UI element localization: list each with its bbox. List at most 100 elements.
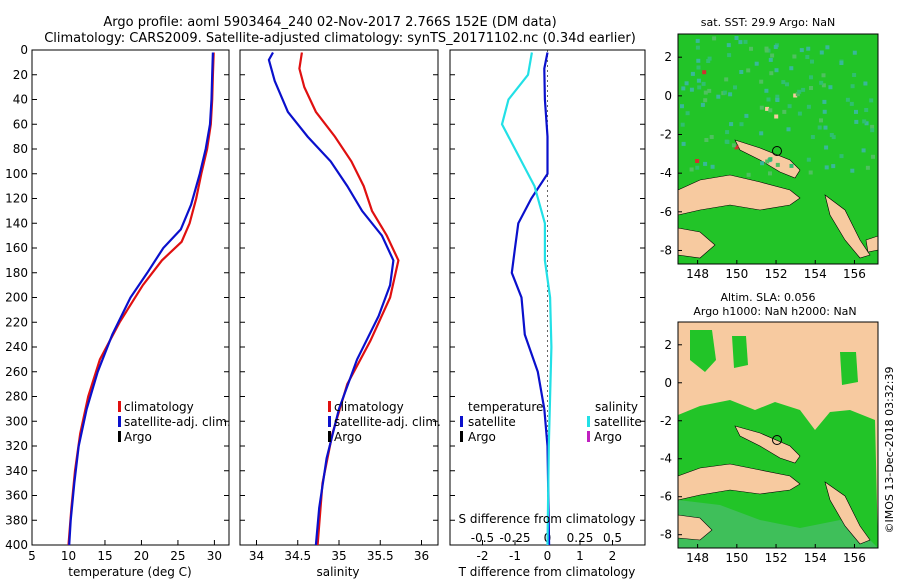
sst-pixel	[773, 45, 778, 49]
sst-pixel	[768, 108, 773, 113]
sst-pixel	[805, 55, 810, 59]
sst-pixel	[774, 68, 779, 73]
sst-pixel	[703, 98, 708, 103]
map-ytick-label: 0	[664, 89, 672, 103]
sst-pixel	[733, 85, 737, 90]
sst-pixel	[724, 77, 729, 82]
sst-pixel	[709, 135, 714, 139]
sst-pixel	[775, 94, 780, 99]
legend-swatch-argo	[118, 431, 121, 442]
sst-pixel	[871, 154, 875, 159]
sst-pixel	[819, 80, 824, 85]
sst-pixel	[831, 164, 836, 169]
sst-pixel	[770, 53, 775, 58]
sst-pixel	[716, 94, 721, 99]
sst-pixel	[738, 40, 743, 45]
sst-pixel	[684, 81, 689, 86]
map-ytick-label: -4	[660, 452, 672, 466]
sst-pixel	[799, 48, 804, 53]
sst-pixel	[704, 138, 709, 142]
salinity-series-climatology	[298, 52, 400, 546]
sst-pixel	[746, 172, 751, 177]
difference-xtick-label: 1	[576, 549, 584, 563]
sst-pixel	[729, 122, 734, 127]
sst-pixel	[821, 73, 826, 78]
sst-pixel	[689, 87, 694, 92]
map-xtick-label: 150	[725, 551, 748, 565]
sst-pixel	[746, 68, 751, 73]
legend-swatch-sal-argo	[587, 431, 590, 442]
sst-pixel	[739, 122, 744, 127]
sst-pixel	[764, 46, 769, 51]
sst-pixel	[680, 104, 684, 109]
map-ytick-label: -6	[660, 490, 672, 504]
legend-sal-argo: Argo	[594, 430, 622, 444]
difference-x2tick-label: -0.25	[499, 531, 530, 545]
sst-pixel	[685, 111, 690, 116]
sst-pixel	[822, 99, 827, 104]
sst-pixel	[690, 71, 695, 76]
sst-pixel	[707, 88, 712, 93]
difference-x2tick-label: -0.5	[471, 531, 494, 545]
map-xtick-label: 148	[686, 267, 709, 281]
sst-pixel	[760, 161, 765, 166]
difference-xtick-label: -2	[477, 549, 489, 563]
difference-x2tick-label: 0.25	[567, 531, 594, 545]
sst-pixel	[823, 125, 828, 130]
salinity-xtick-label: 34	[249, 549, 264, 563]
sst-pixel	[869, 98, 874, 103]
depth-tick-label: 120	[5, 192, 28, 206]
sst-pixel	[681, 141, 686, 146]
sst-pixel	[839, 154, 844, 159]
sst-pixel	[806, 46, 811, 51]
sst-pixel	[862, 119, 867, 124]
map-ytick-label: -4	[660, 166, 672, 180]
sst-pixel	[702, 70, 707, 75]
salinity-legend: climatology satellite-adj. clim. Argo	[328, 400, 441, 444]
argo-location-marker	[772, 435, 782, 445]
sst-pixel	[810, 59, 814, 64]
legend-swatch-climatology	[118, 401, 121, 412]
temperature-xtick-label: 20	[134, 549, 149, 563]
sst-pixel	[809, 75, 813, 80]
map-xtick-label: 152	[765, 267, 788, 281]
temperature-panel: 5 10 15 20 25 3002040608010012014016018020022…	[5, 43, 231, 579]
depth-tick-label: 400	[5, 538, 28, 552]
sst-pixel	[861, 148, 866, 153]
salinity-xtick-label: 36	[414, 549, 429, 563]
sla-map-title: Altim. SLA: 0.056	[720, 291, 815, 304]
depth-tick-label: 300	[5, 414, 28, 428]
depth-tick-label: 280	[5, 390, 28, 404]
sst-pixel	[749, 46, 753, 51]
legend-sal-satellite: satellite	[594, 415, 642, 429]
difference-xtick-label: 0	[544, 549, 552, 563]
imos-stamp: ©IMOS 13-Dec-2018 03:32:39	[883, 367, 896, 534]
sst-pixel	[722, 90, 727, 95]
sst-pixel	[785, 82, 789, 87]
depth-tick-label: 200	[5, 291, 28, 305]
sst-pixel	[850, 84, 855, 89]
sst-pixel	[726, 43, 731, 48]
temperature-xtick-label: 15	[97, 549, 112, 563]
difference-xtick-label: -1	[509, 549, 521, 563]
sst-pixel	[852, 50, 857, 55]
sst-pixel	[712, 36, 717, 41]
sst-pixel	[689, 167, 694, 172]
sst-pixel	[703, 161, 708, 166]
legend-swatch-argo	[328, 431, 331, 442]
difference-x2label: S difference from climatology	[459, 512, 636, 526]
temperature-series-satellite-adj-clim-	[68, 52, 214, 546]
depth-tick-label: 180	[5, 266, 28, 280]
legend-temp-argo: Argo	[468, 430, 496, 444]
legend-salinity-title: salinity	[595, 400, 638, 414]
difference-xtick-label: 2	[609, 549, 617, 563]
sst-pixel	[865, 165, 870, 170]
difference-series-salinity-satellite	[500, 52, 553, 546]
legend-argo: Argo	[334, 430, 362, 444]
map-ytick-label: -2	[660, 414, 672, 428]
sst-pixel	[864, 121, 869, 126]
sst-pixel	[789, 163, 794, 168]
sst-pixel	[707, 56, 712, 61]
depth-tick-label: 320	[5, 439, 28, 453]
